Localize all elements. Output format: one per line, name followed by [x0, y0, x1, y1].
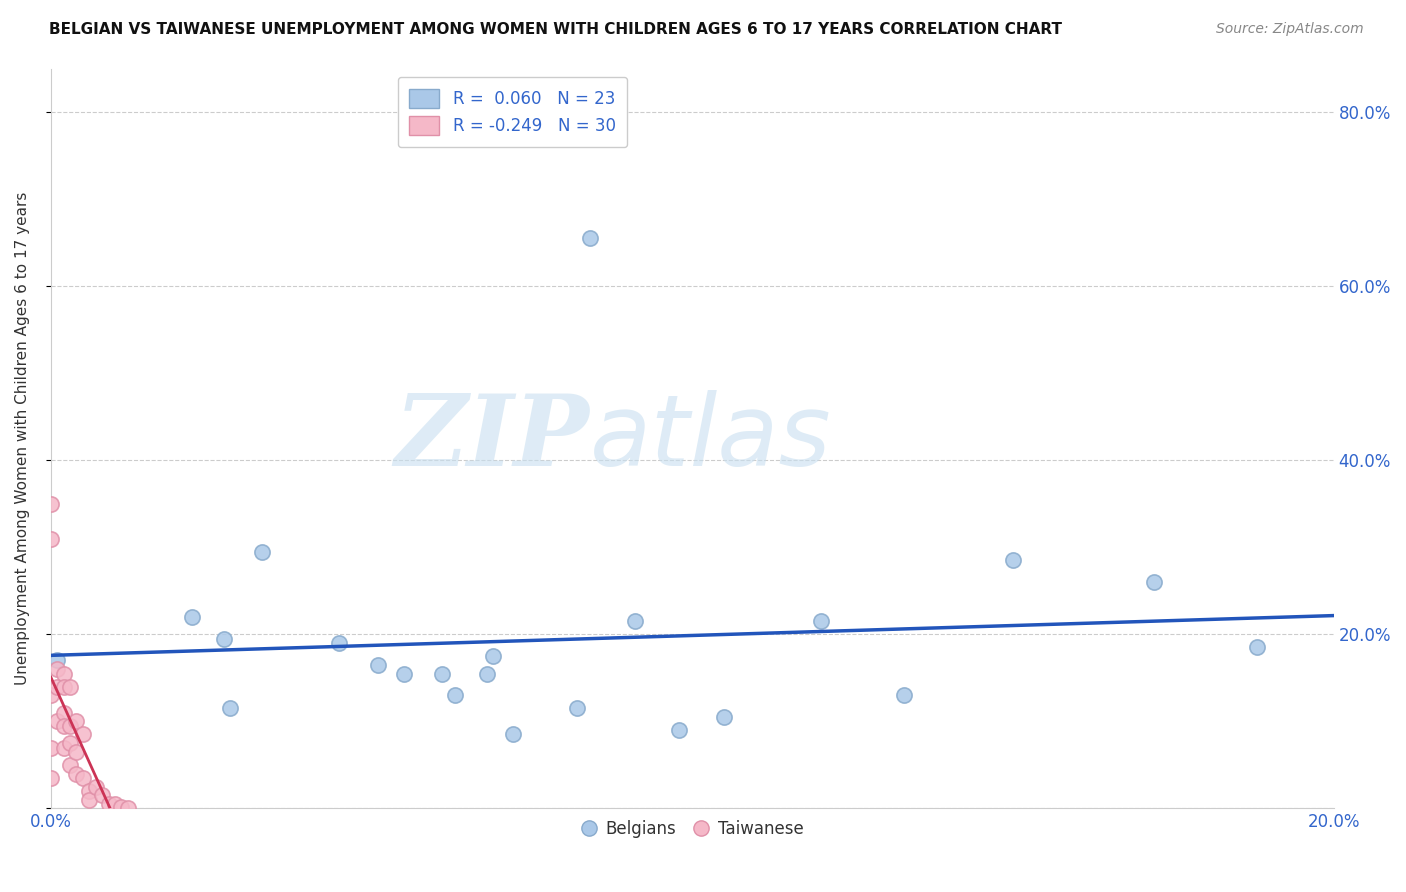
Point [72, 771, 94, 785]
Text: ZIP: ZIP [395, 390, 589, 487]
Point [59, 680, 82, 694]
Point [52, 706, 75, 720]
Point [91, 789, 114, 803]
Text: atlas: atlas [589, 390, 831, 487]
Point [39, 688, 62, 702]
Point [65, 745, 87, 759]
Point [810, 615, 832, 629]
Point [65, 766, 87, 780]
Text: Source: ZipAtlas.com: Source: ZipAtlas.com [1216, 22, 1364, 37]
Point [623, 615, 645, 629]
Point [668, 723, 690, 737]
Point [444, 688, 467, 702]
Point [59, 758, 82, 772]
Point [104, 797, 127, 811]
Point [72, 727, 94, 741]
Point [392, 666, 415, 681]
Point [79, 793, 101, 807]
Point [52, 680, 75, 694]
Point [39, 771, 62, 785]
Point [502, 727, 524, 741]
Point [578, 231, 600, 245]
Point [1001, 553, 1024, 567]
Point [565, 701, 588, 715]
Point [46, 662, 69, 676]
Point [52, 666, 75, 681]
Point [367, 657, 389, 672]
Point [52, 719, 75, 733]
Point [97, 797, 120, 811]
Point [713, 710, 735, 724]
Point [39, 740, 62, 755]
Text: BELGIAN VS TAIWANESE UNEMPLOYMENT AMONG WOMEN WITH CHILDREN AGES 6 TO 17 YEARS C: BELGIAN VS TAIWANESE UNEMPLOYMENT AMONG … [49, 22, 1062, 37]
Point [65, 714, 87, 729]
Point [52, 740, 75, 755]
Point [212, 632, 235, 646]
Point [181, 610, 204, 624]
Point [1143, 575, 1166, 590]
Point [1246, 640, 1268, 655]
Point [79, 784, 101, 798]
Point [430, 666, 453, 681]
Point [59, 736, 82, 750]
Point [46, 680, 69, 694]
Point [475, 666, 498, 681]
Point [59, 719, 82, 733]
Point [328, 636, 350, 650]
Point [893, 688, 915, 702]
Point [39, 497, 62, 511]
Point [219, 701, 242, 715]
Y-axis label: Unemployment Among Women with Children Ages 6 to 17 years: Unemployment Among Women with Children A… [15, 192, 30, 685]
Point [117, 800, 139, 814]
Point [110, 799, 132, 814]
Legend: Belgians, Taiwanese: Belgians, Taiwanese [574, 814, 810, 845]
Point [252, 544, 274, 558]
Point [39, 532, 62, 546]
Point [84, 780, 107, 794]
Point [46, 653, 69, 667]
Point [46, 714, 69, 729]
Point [482, 649, 505, 664]
